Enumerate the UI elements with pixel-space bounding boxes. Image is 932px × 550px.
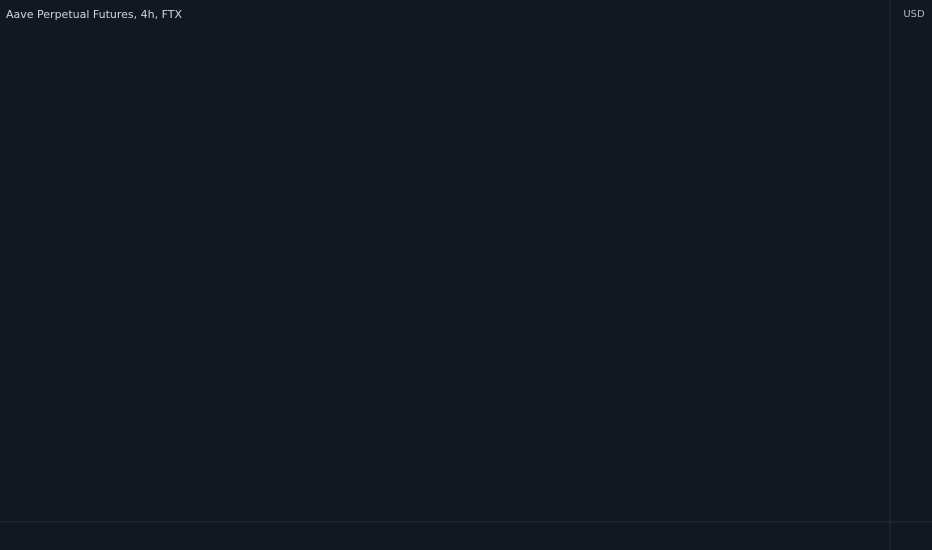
currency-label: USD	[903, 9, 925, 20]
chart-title: Aave Perpetual Futures, 4h, FTX	[6, 8, 182, 21]
